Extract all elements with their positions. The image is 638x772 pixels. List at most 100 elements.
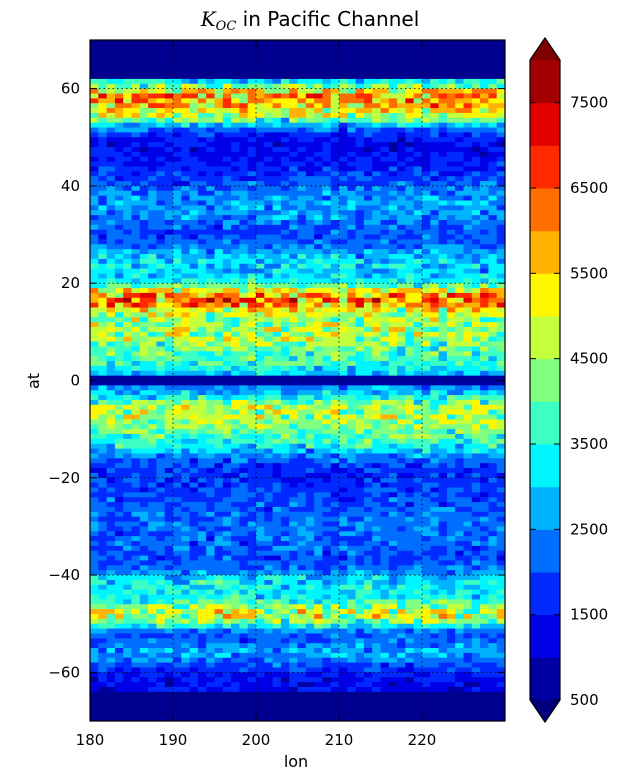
heatmap-cell — [455, 93, 465, 99]
heatmap-cell — [339, 497, 348, 503]
heatmap-cell — [388, 380, 398, 386]
heatmap-cell — [156, 438, 166, 445]
heatmap-cell — [189, 239, 199, 245]
heatmap-cell — [480, 424, 489, 430]
heatmap-cell — [272, 326, 282, 333]
heatmap-cell — [422, 409, 431, 416]
heatmap-cell — [496, 322, 505, 328]
heatmap-cell — [164, 40, 174, 46]
heatmap-cell — [330, 307, 340, 313]
heatmap-cell — [173, 195, 182, 202]
heatmap-cell — [156, 69, 166, 75]
heatmap-cell — [297, 69, 307, 75]
heatmap-cell — [197, 59, 207, 65]
heatmap-cell — [438, 112, 448, 119]
heatmap-cell — [280, 83, 290, 90]
heatmap-cell — [98, 438, 108, 445]
heatmap-cell — [297, 151, 307, 158]
heatmap-cell — [123, 511, 133, 518]
heatmap-cell — [314, 288, 323, 294]
heatmap-cell — [322, 40, 332, 46]
heatmap-cell — [173, 472, 182, 479]
heatmap-cell — [181, 142, 191, 148]
heatmap-cell — [90, 205, 99, 211]
heatmap-cell — [463, 429, 473, 435]
heatmap-cell — [314, 463, 323, 469]
heatmap-cell — [471, 195, 481, 202]
heatmap-cell — [90, 419, 99, 425]
heatmap-cell — [455, 176, 465, 182]
heatmap-cell — [471, 205, 481, 211]
heatmap-cell — [156, 83, 166, 90]
heatmap-cell — [173, 312, 182, 318]
heatmap-cell — [214, 288, 224, 294]
heatmap-cell — [189, 249, 199, 255]
heatmap-cell — [355, 59, 365, 65]
heatmap-cell — [214, 472, 224, 479]
heatmap-cell — [330, 492, 340, 498]
heatmap-cell — [314, 263, 323, 270]
heatmap-cell — [347, 399, 357, 406]
heatmap-cell — [297, 258, 307, 265]
heatmap-cell — [446, 64, 456, 70]
heatmap-cell — [397, 390, 406, 396]
heatmap-cell — [480, 215, 489, 221]
heatmap-cell — [289, 59, 299, 65]
heatmap-cell — [322, 200, 332, 206]
heatmap-cell — [231, 409, 240, 416]
heatmap-cell — [239, 380, 249, 386]
heatmap-cell — [256, 516, 265, 523]
heatmap-cell — [197, 117, 207, 124]
heatmap-cell — [355, 127, 365, 134]
heatmap-cell — [156, 429, 166, 435]
heatmap-cell — [164, 385, 174, 391]
heatmap-cell — [164, 404, 174, 411]
heatmap-cell — [463, 166, 473, 172]
heatmap-cell — [314, 88, 323, 95]
heatmap-cell — [380, 506, 390, 513]
heatmap-cell — [231, 171, 240, 177]
heatmap-cell — [446, 385, 456, 391]
heatmap-cell — [189, 414, 199, 421]
heatmap-cell — [480, 234, 489, 241]
heatmap-cell — [173, 375, 182, 382]
heatmap-cell — [372, 322, 382, 328]
heatmap-cell — [206, 268, 216, 275]
heatmap-cell — [463, 453, 473, 459]
heatmap-cell — [164, 492, 174, 498]
heatmap-cell — [139, 370, 149, 377]
heatmap-cell — [90, 482, 99, 489]
heatmap-cell — [355, 161, 365, 168]
heatmap-cell — [305, 49, 315, 56]
heatmap-cell — [372, 93, 382, 99]
heatmap-cell — [463, 283, 473, 289]
heatmap-cell — [114, 302, 124, 309]
heatmap-cell — [413, 200, 423, 206]
heatmap-cell — [264, 424, 274, 430]
heatmap-cell — [438, 137, 448, 143]
heatmap-cell — [397, 307, 406, 313]
heatmap-cell — [280, 151, 290, 158]
heatmap-cell — [405, 322, 415, 328]
heatmap-cell — [289, 322, 299, 328]
heatmap-cell — [189, 258, 199, 265]
heatmap-cell — [156, 458, 166, 464]
heatmap-cell — [173, 326, 182, 333]
heatmap-cell — [148, 341, 157, 348]
heatmap-cell — [264, 156, 274, 163]
heatmap-cell — [131, 307, 141, 313]
heatmap-cell — [289, 103, 299, 109]
heatmap-cell — [98, 171, 108, 177]
heatmap-cell — [280, 477, 290, 484]
heatmap-cell — [206, 502, 216, 508]
heatmap-cell — [488, 210, 498, 216]
heatmap-cell — [106, 385, 116, 391]
heatmap-cell — [372, 468, 382, 474]
heatmap-cell — [314, 273, 323, 279]
heatmap-cell — [197, 361, 207, 367]
heatmap-cell — [438, 273, 448, 279]
heatmap-cell — [488, 44, 498, 51]
heatmap-cell — [164, 190, 174, 197]
heatmap-cell — [305, 142, 315, 148]
heatmap-cell — [181, 448, 191, 455]
